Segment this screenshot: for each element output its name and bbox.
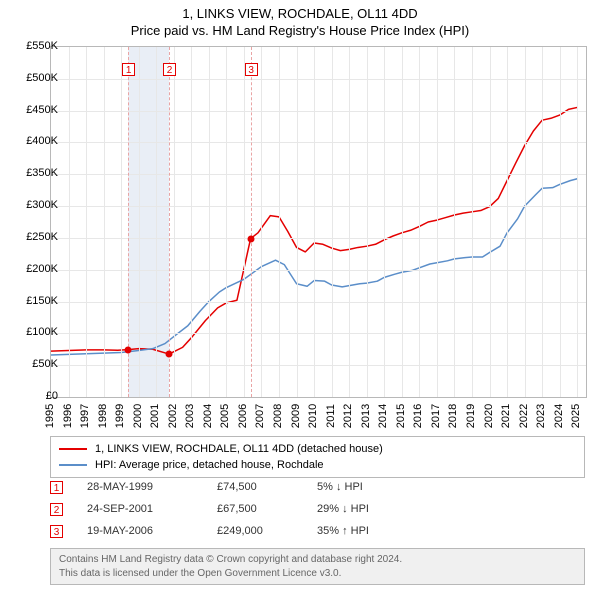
x-tick-label: 2007 <box>254 404 266 428</box>
y-tick-label: £350K <box>16 167 58 179</box>
legend-label: HPI: Average price, detached house, Roch… <box>95 459 324 471</box>
x-tick-label: 1996 <box>62 404 74 428</box>
event-price: £74,500 <box>217 481 317 493</box>
x-tick-label: 2024 <box>553 404 565 428</box>
legend-label: 1, LINKS VIEW, ROCHDALE, OL11 4DD (detac… <box>95 443 383 455</box>
x-tick-label: 2021 <box>500 404 512 428</box>
x-tick-label: 2020 <box>483 404 495 428</box>
x-tick-label: 2014 <box>377 404 389 428</box>
chart-title-line1: 1, LINKS VIEW, ROCHDALE, OL11 4DD <box>0 6 600 21</box>
footer-line2: This data is licensed under the Open Gov… <box>59 567 576 581</box>
event-pct: 35% ↑ HPI <box>317 525 397 537</box>
legend-item: 1, LINKS VIEW, ROCHDALE, OL11 4DD (detac… <box>59 441 576 457</box>
event-marker-icon: 2 <box>50 503 63 516</box>
x-tick-label: 2010 <box>307 404 319 428</box>
x-tick-label: 2025 <box>570 404 582 428</box>
x-tick-label: 2023 <box>535 404 547 428</box>
legend-swatch <box>59 448 87 450</box>
chart-svg <box>51 47 586 397</box>
chart-marker-label: 1 <box>122 63 135 76</box>
footer-line1: Contains HM Land Registry data © Crown c… <box>59 553 576 567</box>
chart-title-block: 1, LINKS VIEW, ROCHDALE, OL11 4DD Price … <box>0 0 600 38</box>
x-tick-label: 2006 <box>237 404 249 428</box>
event-marker-icon: 3 <box>50 525 63 538</box>
x-tick-label: 2016 <box>412 404 424 428</box>
x-tick-label: 2002 <box>167 404 179 428</box>
x-tick-label: 2022 <box>518 404 530 428</box>
event-date: 19-MAY-2006 <box>87 525 217 537</box>
chart-marker-label: 3 <box>245 63 258 76</box>
y-tick-label: £200K <box>16 263 58 275</box>
x-tick-label: 2015 <box>395 404 407 428</box>
event-marker-icon: 1 <box>50 481 63 494</box>
chart-title-line2: Price paid vs. HM Land Registry's House … <box>0 23 600 38</box>
y-tick-label: £500K <box>16 72 58 84</box>
event-row: 2 24-SEP-2001 £67,500 29% ↓ HPI <box>50 498 397 520</box>
attribution-footer: Contains HM Land Registry data © Crown c… <box>50 548 585 585</box>
x-tick-label: 2004 <box>202 404 214 428</box>
x-tick-label: 2000 <box>132 404 144 428</box>
x-tick-label: 2018 <box>447 404 459 428</box>
event-row: 1 28-MAY-1999 £74,500 5% ↓ HPI <box>50 476 397 498</box>
y-tick-label: £150K <box>16 295 58 307</box>
x-tick-label: 2008 <box>272 404 284 428</box>
x-tick-label: 2012 <box>342 404 354 428</box>
y-tick-label: £450K <box>16 104 58 116</box>
x-tick-label: 1995 <box>44 404 56 428</box>
x-tick-label: 1999 <box>114 404 126 428</box>
chart-marker-label: 2 <box>163 63 176 76</box>
chart-legend: 1, LINKS VIEW, ROCHDALE, OL11 4DD (detac… <box>50 436 585 478</box>
event-pct: 29% ↓ HPI <box>317 503 397 515</box>
y-tick-label: £400K <box>16 135 58 147</box>
x-tick-label: 2013 <box>360 404 372 428</box>
x-tick-label: 2005 <box>219 404 231 428</box>
x-tick-label: 2001 <box>149 404 161 428</box>
y-tick-label: £0 <box>16 390 58 402</box>
event-price: £249,000 <box>217 525 317 537</box>
x-tick-label: 1998 <box>97 404 109 428</box>
y-tick-label: £250K <box>16 231 58 243</box>
event-date: 28-MAY-1999 <box>87 481 217 493</box>
y-tick-label: £300K <box>16 199 58 211</box>
y-tick-label: £100K <box>16 326 58 338</box>
x-tick-label: 2003 <box>184 404 196 428</box>
x-tick-label: 1997 <box>79 404 91 428</box>
event-row: 3 19-MAY-2006 £249,000 35% ↑ HPI <box>50 520 397 542</box>
x-tick-label: 2017 <box>430 404 442 428</box>
x-tick-label: 2009 <box>290 404 302 428</box>
legend-swatch <box>59 464 87 466</box>
event-price: £67,500 <box>217 503 317 515</box>
chart-plot-area: 1 2 3 <box>50 46 587 398</box>
legend-item: HPI: Average price, detached house, Roch… <box>59 457 576 473</box>
x-tick-label: 2011 <box>325 404 337 428</box>
y-tick-label: £550K <box>16 40 58 52</box>
event-pct: 5% ↓ HPI <box>317 481 397 493</box>
event-date: 24-SEP-2001 <box>87 503 217 515</box>
event-table: 1 28-MAY-1999 £74,500 5% ↓ HPI 2 24-SEP-… <box>50 476 397 542</box>
y-tick-label: £50K <box>16 358 58 370</box>
x-tick-label: 2019 <box>465 404 477 428</box>
